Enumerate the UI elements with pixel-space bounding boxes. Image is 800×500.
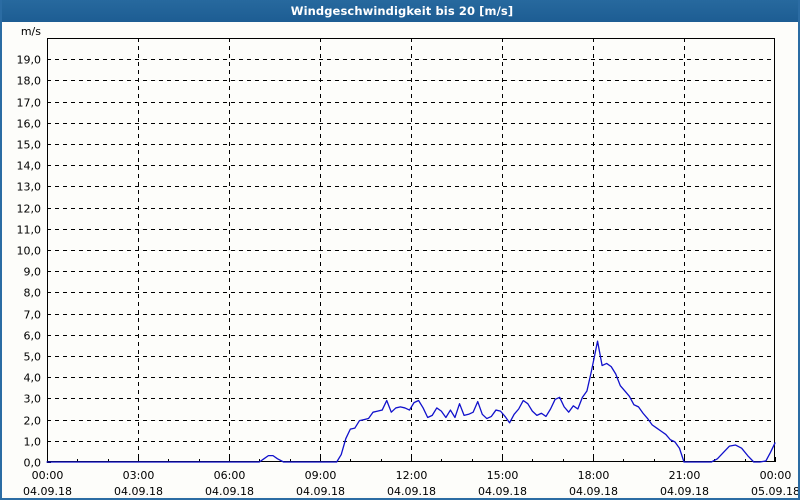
x-axis-time-label: 03:00 bbox=[123, 469, 155, 482]
x-axis-time-label: 00:00 bbox=[32, 469, 64, 482]
x-axis-date-label: 04.09.18 bbox=[23, 485, 72, 496]
y-axis-tick-label: 9,0 bbox=[24, 266, 42, 279]
y-axis-tick-label: 3,0 bbox=[24, 393, 42, 406]
y-axis-tick-label: 14,0 bbox=[17, 160, 42, 173]
x-axis-date-label: 04.09.18 bbox=[387, 485, 436, 496]
y-axis-tick-label: 12,0 bbox=[17, 203, 42, 216]
y-axis-tick-label: 1,0 bbox=[24, 436, 42, 449]
x-axis-time-label: 00:00 bbox=[760, 469, 792, 482]
y-axis-tick-label: 16,0 bbox=[17, 118, 42, 131]
x-axis-date-label: 04.09.18 bbox=[296, 485, 345, 496]
x-axis-date-label: 04.09.18 bbox=[478, 485, 527, 496]
window-title: Windgeschwindigkeit bis 20 [m/s] bbox=[290, 4, 514, 18]
y-axis-tick-label: 13,0 bbox=[17, 181, 42, 194]
grid-lines bbox=[47, 38, 775, 462]
x-axis-date-label: 04.09.18 bbox=[569, 485, 618, 496]
x-axis-time-label: 18:00 bbox=[578, 469, 610, 482]
data-series bbox=[46, 340, 776, 463]
x-axis-time-label: 12:00 bbox=[396, 469, 428, 482]
y-axis-tick-label: 0,0 bbox=[24, 457, 42, 470]
y-axis-tick-label: 5,0 bbox=[24, 351, 42, 364]
window-title-bar: Windgeschwindigkeit bis 20 [m/s] bbox=[2, 0, 798, 22]
x-axis-date-label: 05.09.18 bbox=[751, 485, 798, 496]
plot-frame bbox=[47, 38, 775, 462]
y-axis-unit: m/s bbox=[21, 25, 41, 38]
x-axis-time-label: 09:00 bbox=[305, 469, 337, 482]
y-axis-tick-label: 4,0 bbox=[24, 372, 42, 385]
y-axis-tick-label: 6,0 bbox=[24, 330, 42, 343]
y-axis-tick-label: 2,0 bbox=[24, 415, 42, 428]
y-axis-tick-label: 19,0 bbox=[17, 54, 42, 67]
y-axis-tick-label: 7,0 bbox=[24, 309, 42, 322]
y-axis-tick-label: 15,0 bbox=[17, 139, 42, 152]
y-axis-tick-label: 11,0 bbox=[17, 224, 42, 237]
y-axis-tick-label: 10,0 bbox=[17, 245, 42, 258]
x-axis-time-label: 06:00 bbox=[214, 469, 246, 482]
y-axis-labels: 19,0 18,0 17,0 16,0 15,0 14,0 13,0 12,0 11,0 10,0… bbox=[17, 54, 42, 470]
y-axis-tick-label: 17,0 bbox=[17, 97, 42, 110]
wind-speed-line-chart: 19,0 18,0 17,0 16,0 15,0 14,0 13,0 12,0 11,0 10,0… bbox=[2, 22, 798, 496]
series-line-wind-speed bbox=[46, 340, 776, 463]
axis-frame bbox=[47, 38, 775, 462]
x-axis-date-label: 04.09.18 bbox=[114, 485, 163, 496]
chart-background bbox=[2, 22, 798, 496]
x-axis-date-label: 04.09.18 bbox=[205, 485, 254, 496]
x-axis-date-label: 04.09.18 bbox=[660, 485, 709, 496]
x-axis-labels: 00:00 04.09.18 03:00 04.09.18 06:00 04.09.18 0… bbox=[23, 469, 798, 496]
chart-plot-area: 19,0 18,0 17,0 16,0 15,0 14,0 13,0 12,0 11,0 10,0… bbox=[2, 22, 798, 496]
y-axis-unit-label: m/s bbox=[21, 25, 41, 38]
x-axis-time-label: 21:00 bbox=[669, 469, 701, 482]
x-axis-time-label: 15:00 bbox=[487, 469, 519, 482]
y-axis-tick-label: 18,0 bbox=[17, 75, 42, 88]
y-axis-tick-label: 8,0 bbox=[24, 287, 42, 300]
